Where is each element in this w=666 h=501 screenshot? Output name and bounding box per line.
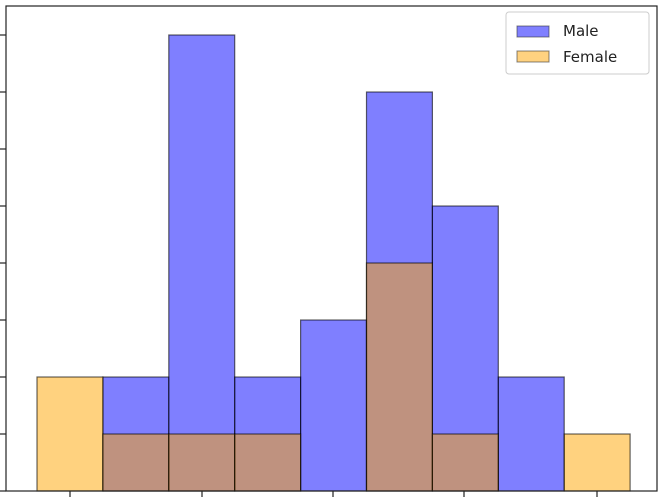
bar-female-4 [234,433,302,492]
bar-female-7 [431,433,499,492]
bar-female-1 [36,376,104,492]
legend: Male Female [505,11,650,75]
legend-male-swatch [516,25,550,38]
legend-female-label: Female [563,48,617,66]
legend-male-label: Male [563,22,599,40]
bar-female-9 [563,433,631,492]
y-axis-ticks [0,34,6,492]
bar-male-3 [168,34,236,492]
plot-frame [5,5,658,492]
bar-female-6 [365,262,434,492]
bar-male-8 [497,376,565,492]
bars-group [36,34,631,492]
bar-female-2 [102,433,170,492]
x-axis-ticks [69,491,598,497]
bar-female-3 [168,433,236,492]
bar-male-5 [300,319,368,492]
legend-female-swatch [516,50,550,63]
